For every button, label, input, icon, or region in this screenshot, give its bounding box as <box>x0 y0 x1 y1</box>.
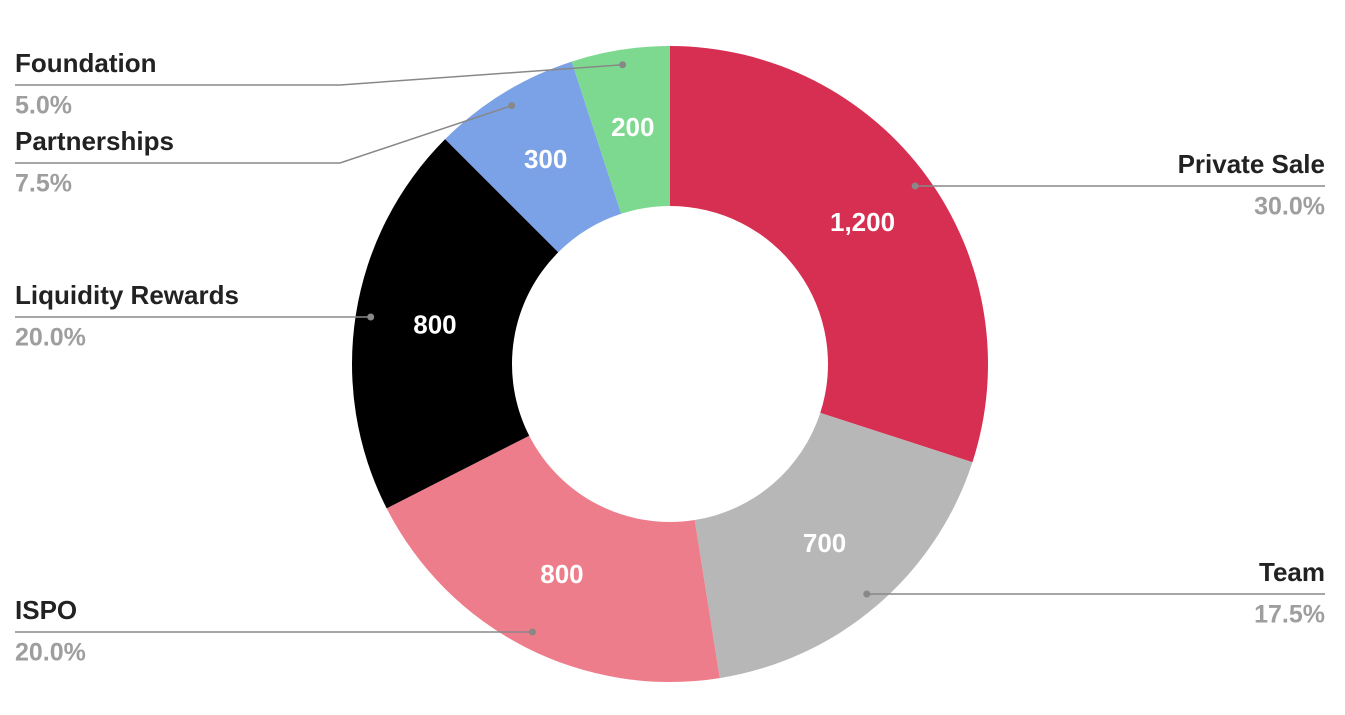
slice <box>694 412 973 679</box>
percent-label: 20.0% <box>15 324 86 352</box>
legend-label: Team <box>1259 557 1325 587</box>
leader-dot <box>863 590 871 598</box>
legend-label: Private Sale <box>1178 149 1325 179</box>
percent-label: 17.5% <box>1254 601 1325 629</box>
leader-dot <box>911 182 919 190</box>
value-label: 800 <box>540 559 583 589</box>
leader-line <box>15 63 623 86</box>
percent-label: 7.5% <box>15 170 72 198</box>
leader-dot <box>619 61 627 69</box>
legend-label: Liquidity Rewards <box>15 280 239 310</box>
slice <box>352 139 559 509</box>
leader-dot <box>528 628 536 636</box>
value-label: 300 <box>524 144 567 174</box>
legend-label: Foundation <box>15 48 157 78</box>
leader-dot <box>508 102 516 110</box>
leader-dot <box>367 313 375 321</box>
value-label: 700 <box>803 528 846 558</box>
percent-label: 20.0% <box>15 639 86 667</box>
value-label: 200 <box>611 112 654 142</box>
slice <box>445 61 622 253</box>
value-label: 800 <box>413 310 456 340</box>
slice <box>571 46 670 214</box>
percent-label: 5.0% <box>15 92 72 120</box>
leader-line <box>15 104 512 164</box>
slice <box>386 435 720 683</box>
value-label: 1,200 <box>830 207 895 237</box>
legend-label: Partnerships <box>15 126 174 156</box>
slice <box>670 46 988 463</box>
legend-label: ISPO <box>15 595 77 625</box>
percent-label: 30.0% <box>1254 193 1325 221</box>
